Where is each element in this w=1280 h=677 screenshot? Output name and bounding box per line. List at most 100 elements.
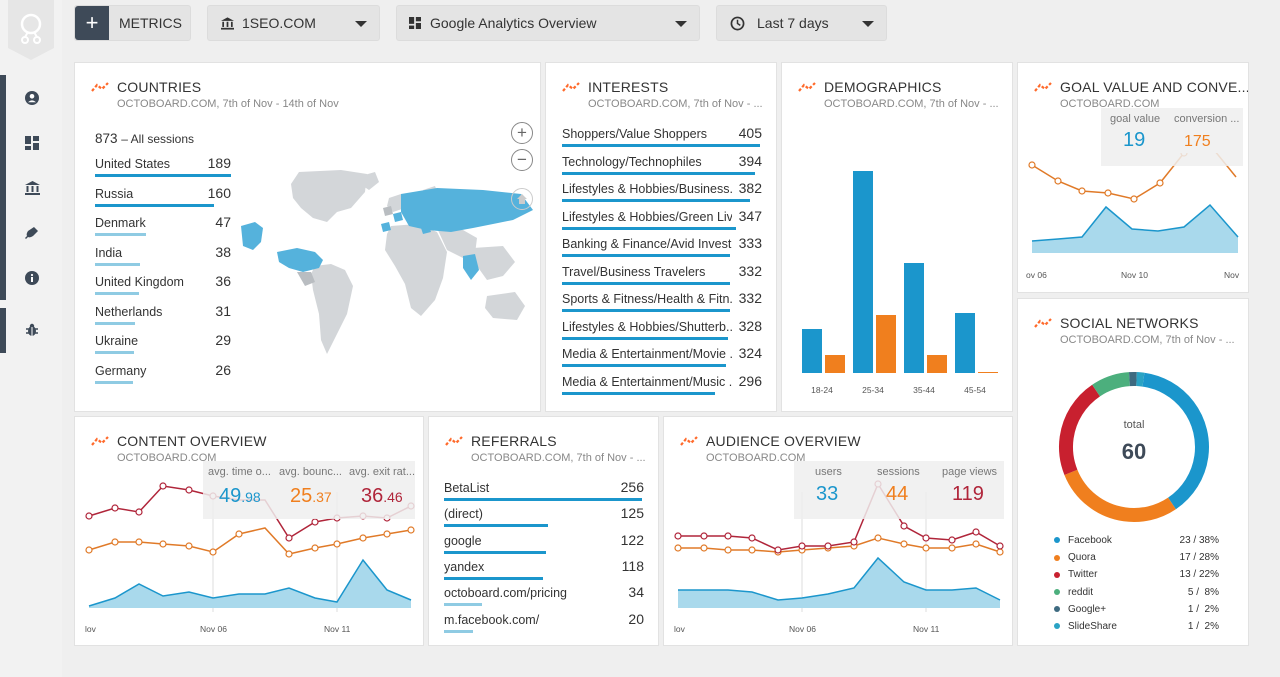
info-icon[interactable]: [22, 268, 42, 288]
x-axis-label: lov: [85, 624, 96, 634]
zoom-out-button[interactable]: −: [511, 149, 533, 171]
list-item-value: 36: [215, 273, 231, 289]
zoom-in-button[interactable]: +: [511, 122, 533, 144]
legend-value: 23 / 38%: [1179, 535, 1219, 546]
user-icon[interactable]: [22, 88, 42, 108]
plus-icon: +: [75, 6, 109, 40]
list-item-label: Lifestyles & Hobbies/Shutterb...: [562, 319, 732, 334]
list-item-label: BetaList: [444, 481, 490, 495]
list-item-value: 332: [738, 290, 762, 306]
list-item-label: octoboard.com/pricing: [444, 586, 567, 601]
total-sessions: 873 – All sessions: [95, 131, 194, 146]
x-axis-label: ov 06: [1026, 270, 1047, 280]
avg-time-value: 49.98: [219, 485, 261, 507]
conversion-value: 175: [1184, 133, 1211, 150]
plug-icon[interactable]: [22, 223, 42, 243]
list-item-bar: [562, 254, 730, 257]
x-axis-label: Nov 11: [913, 624, 940, 634]
bank-icon[interactable]: [22, 178, 42, 198]
card-subtitle: OCTOBOARD.COM: [1060, 98, 1160, 110]
list-item-label: Sports & Fitness/Health & Fitn...: [562, 292, 732, 306]
card-subtitle: OCTOBOARD.COM, 7th of Nov - ...: [471, 452, 646, 464]
legend-dot: [1054, 571, 1060, 578]
legend-label: reddit: [1068, 586, 1094, 598]
sessions-label: sessions: [877, 466, 920, 478]
card-title: INTERESTS: [588, 79, 669, 95]
avg-bounce-label: avg. bounc...: [279, 466, 342, 478]
home-icon[interactable]: [511, 188, 533, 210]
date-range-select[interactable]: Last 7 days: [716, 5, 887, 41]
list-item-bar: [562, 309, 730, 312]
legend-value: 13 / 22%: [1179, 569, 1219, 581]
legend-item: SlideShare 1 / 2%: [1054, 621, 1219, 632]
legend-dot: [1054, 623, 1060, 630]
list-item-value: 394: [738, 152, 762, 169]
legend-item: Twitter 13 / 22%: [1054, 569, 1219, 580]
audience-stats: [794, 461, 1004, 519]
x-axis-label: Nov: [1224, 270, 1240, 280]
dashboard-label: Google Analytics Overview: [430, 15, 597, 31]
card-title: CONTENT OVERVIEW: [117, 433, 267, 449]
list-item-bar: [444, 603, 482, 607]
list-item-bar: [562, 336, 729, 340]
legend-label: SlideShare: [1068, 621, 1117, 632]
interests-card: INTERESTS OCTOBOARD.COM, 7th of Nov - ..…: [545, 62, 777, 412]
octoboard-small-icon: [445, 436, 463, 446]
demographics-bar: [825, 355, 845, 373]
list-item-value: 160: [207, 184, 231, 201]
list-item-label: Technology/Technophiles: [562, 154, 702, 169]
card-title: REFERRALS: [471, 433, 557, 449]
octoboard-logo[interactable]: [8, 0, 54, 60]
legend-label: Facebook: [1068, 535, 1112, 546]
card-subtitle: OCTOBOARD.COM: [706, 452, 806, 464]
x-axis-label: 18-24: [811, 385, 833, 395]
content-card: CONTENT OVERVIEW OCTOBOARD.COM avg. time…: [74, 416, 424, 646]
list-item-value: 38: [215, 243, 231, 260]
audience-card: AUDIENCE OVERVIEW OCTOBOARD.COM users 33…: [663, 416, 1013, 646]
goal-stats: [1101, 108, 1243, 166]
list-item-bar: [444, 550, 547, 554]
page-views-label: page views: [942, 466, 998, 478]
dashboard-select[interactable]: Google Analytics Overview: [396, 5, 700, 41]
list-item-bar: [95, 203, 214, 207]
countries-card: COUNTRIES OCTOBOARD.COM, 7th of Nov - 14…: [74, 62, 541, 412]
bank-icon: [221, 16, 234, 30]
list-item-bar: [562, 199, 750, 202]
list-item-bar: [95, 233, 146, 236]
metrics-button[interactable]: + METRICS: [74, 5, 191, 41]
x-axis-label: Nov 11: [324, 624, 351, 634]
list-item-label: Banking & Finance/Avid Invest...: [562, 237, 732, 251]
list-item-label: Germany: [95, 363, 147, 378]
x-axis-label: Nov 10: [1121, 270, 1148, 280]
world-map[interactable]: [241, 168, 533, 358]
list-item-value: 122: [620, 531, 644, 548]
list-item-label: Lifestyles & Hobbies/Business...: [562, 182, 732, 196]
list-item-label: (direct): [444, 507, 483, 522]
list-item-label: m.facebook.com/: [444, 612, 540, 627]
sidebar: [0, 0, 62, 677]
list-item-bar: [562, 391, 715, 395]
list-item-label: google: [444, 533, 482, 548]
list-item-value: 47: [215, 214, 231, 230]
list-item-value: 29: [215, 332, 231, 348]
list-item-bar: [562, 226, 737, 230]
octoboard-small-icon: [1034, 82, 1052, 92]
list-item-label: Ukraine: [95, 334, 139, 348]
sessions-value: 44: [886, 483, 909, 505]
list-item-label: Netherlands: [95, 304, 163, 319]
page-views-value: 119: [952, 483, 984, 505]
legend-label: Quora: [1068, 552, 1096, 564]
card-subtitle: OCTOBOARD.COM, 7th of Nov - ...: [1060, 334, 1235, 346]
list-item-bar: [95, 292, 139, 295]
source-select[interactable]: 1SEO.COM: [207, 5, 380, 41]
dashboard-icon[interactable]: [22, 133, 42, 153]
x-axis-label: Nov 06: [789, 624, 816, 634]
demographics-card: DEMOGRAPHICS OCTOBOARD.COM, 7th of Nov -…: [781, 62, 1013, 412]
total-value: 873: [95, 131, 118, 146]
list-item-bar: [95, 174, 231, 177]
list-item-bar: [562, 281, 730, 285]
list-item-bar: [95, 321, 136, 325]
bug-icon[interactable]: [22, 320, 42, 340]
card-title: DEMOGRAPHICS: [824, 79, 942, 95]
legend-value: 5 / 8%: [1187, 586, 1219, 598]
